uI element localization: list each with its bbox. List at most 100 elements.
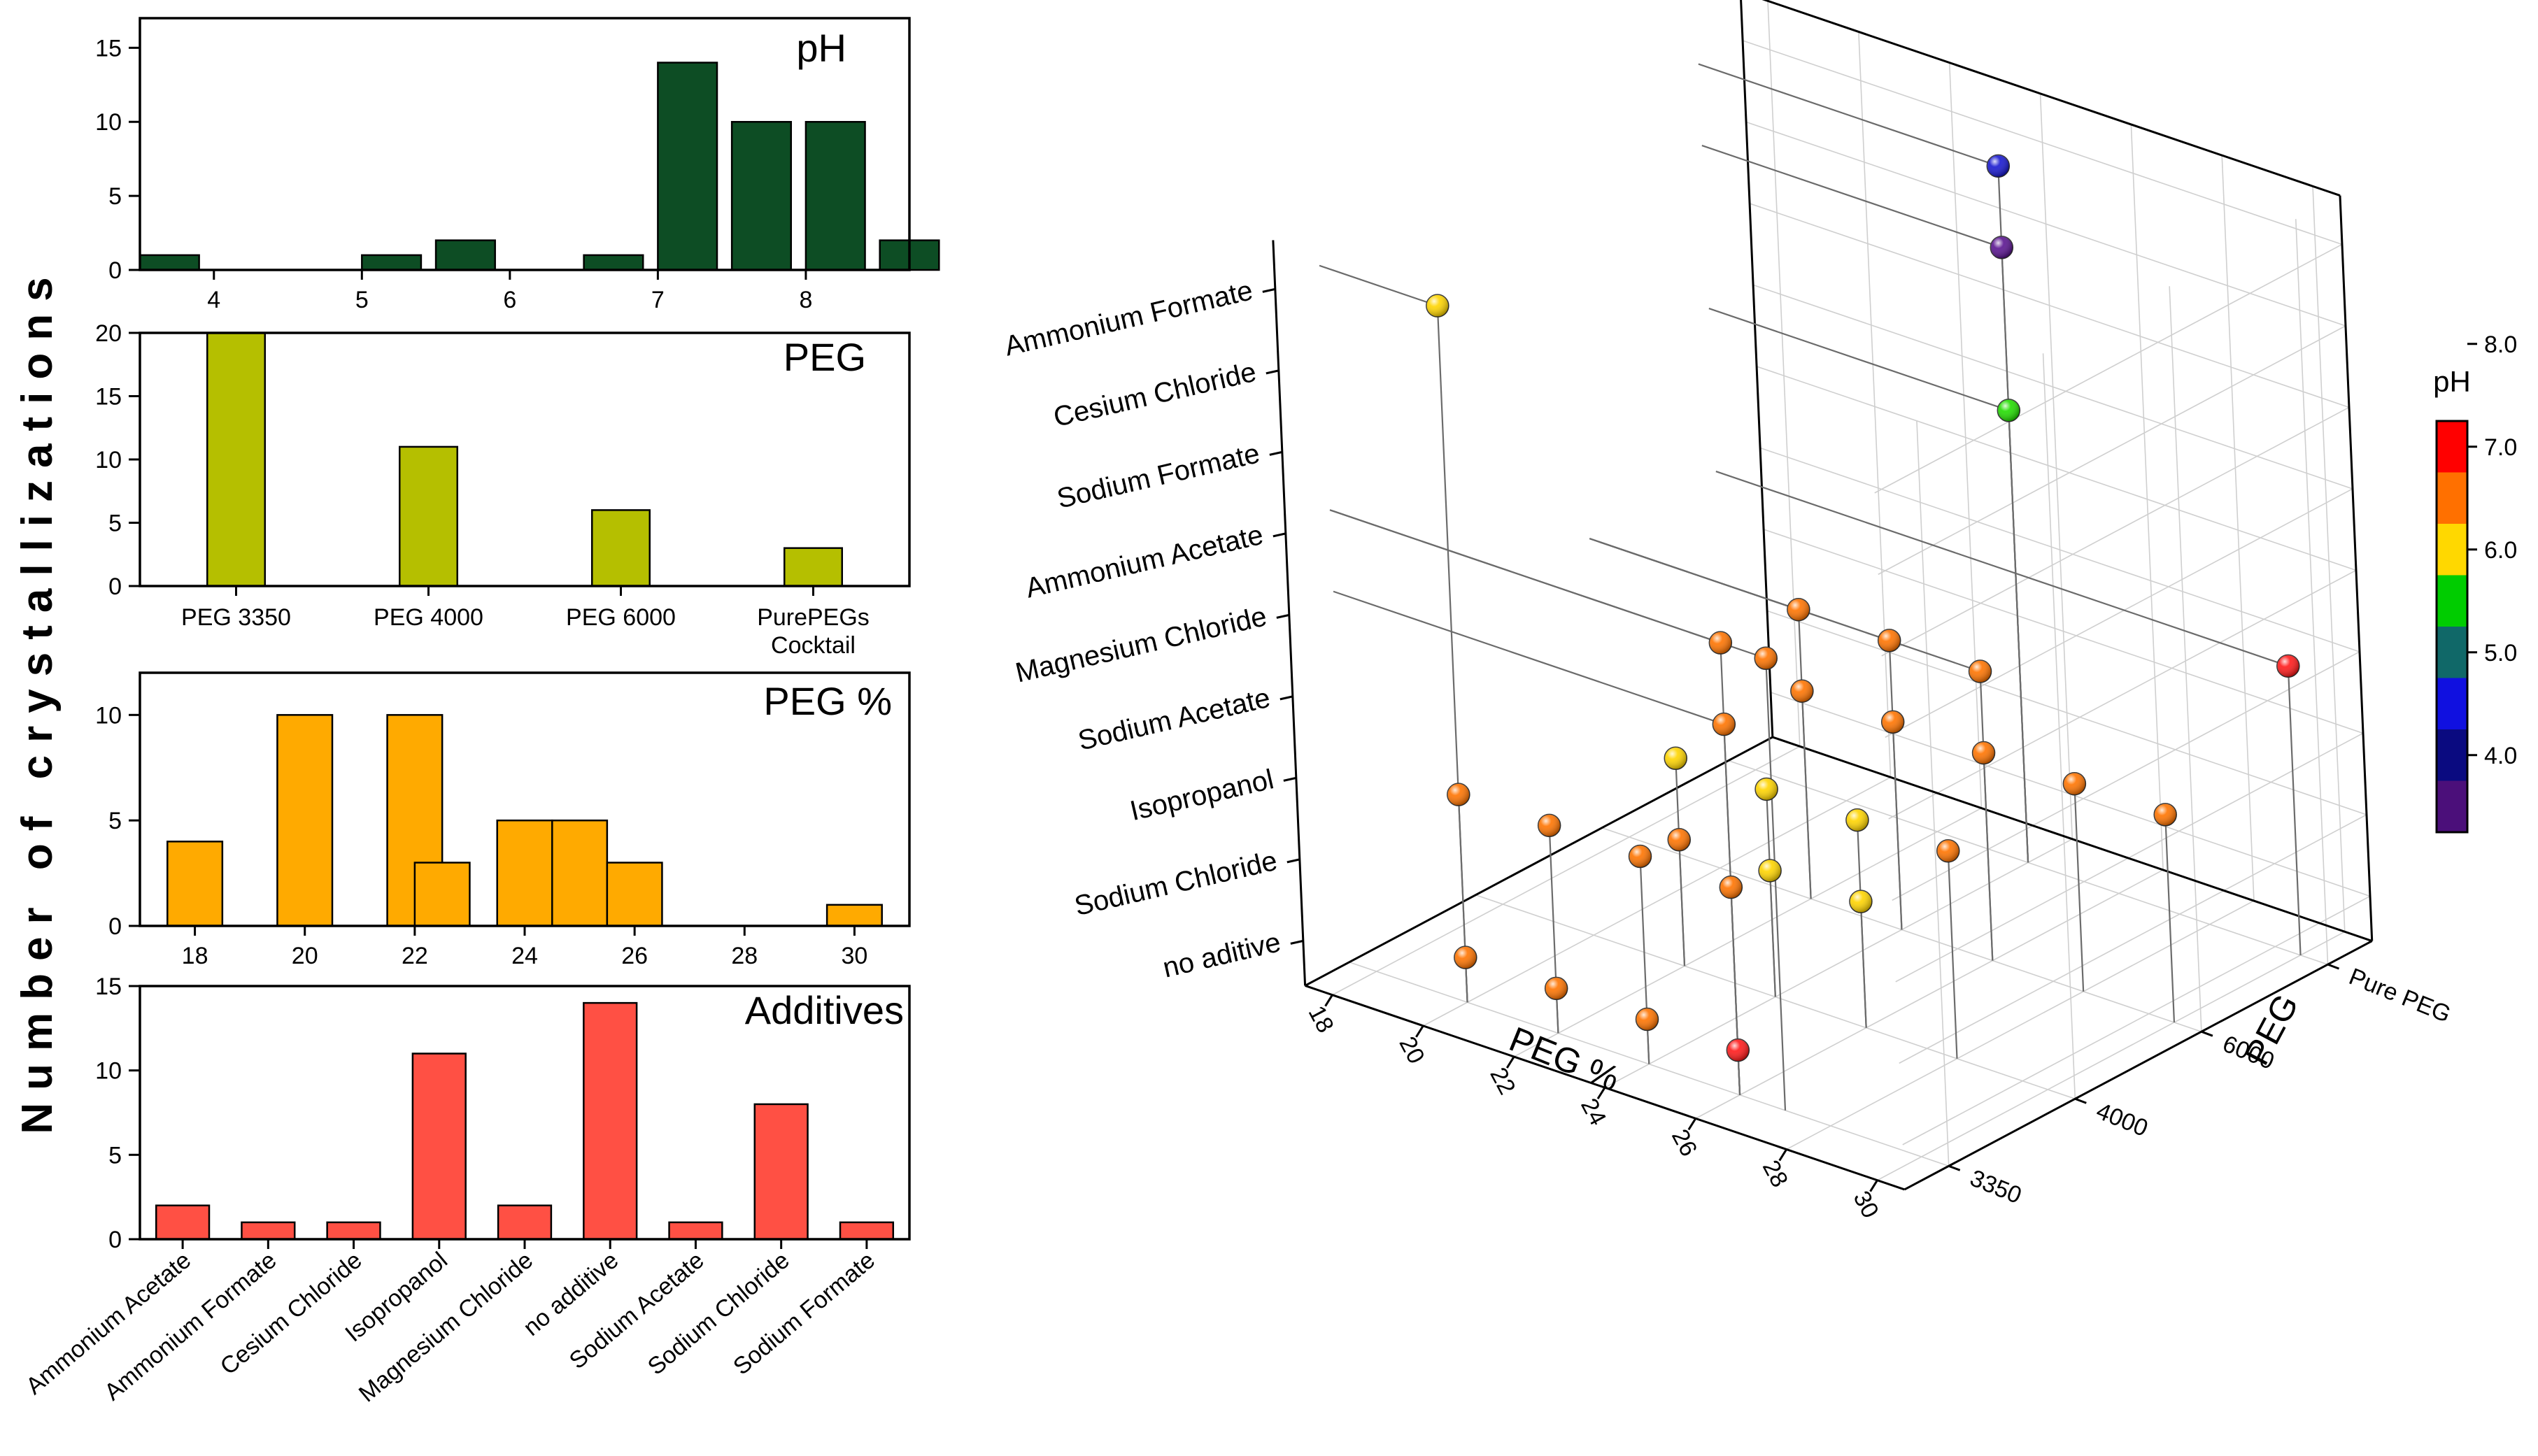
floor-grid-line: [1786, 900, 2255, 1150]
side-wall-grid-line: [1916, 420, 1950, 1166]
peg-percent-axis-label: 28: [1757, 1156, 1793, 1192]
scatter-point-highlight: [1545, 977, 1568, 1000]
side-wall-grid-line: [1888, 569, 2357, 820]
scatter-point-projection-line: [1708, 308, 2009, 411]
peg-percent-axis-tick: [1687, 1118, 1697, 1131]
ph-colorbar-frame: [2435, 420, 2469, 834]
peg-percent-bars: [166, 714, 883, 927]
peg-percent-bar: [496, 819, 553, 927]
additives-y-ticks: 0 5 10 15: [95, 973, 140, 1253]
peg-percent-axis-label: 26: [1666, 1125, 1702, 1161]
peg-y-tick-label: 20: [95, 320, 122, 347]
scatter-point-drop-line: [1888, 640, 1903, 930]
scatter-point-highlight: [1727, 1039, 1750, 1062]
additives-bar: [411, 1052, 467, 1241]
scatter-point-highlight: [1713, 713, 1736, 736]
scatter-point-projection-line: [1698, 63, 1999, 167]
side-wall-grid-line: [2042, 353, 2076, 1099]
scatter-point-projection-line: [1715, 471, 2289, 667]
additive-axis-label: Ammonium Formate: [1002, 275, 1256, 362]
peg-axis-label: 3350: [1966, 1165, 2025, 1210]
ph-colorbar-cell: [2437, 472, 2467, 524]
peg-axis-label: Pure PEG: [2346, 963, 2455, 1028]
peg-percent-x-tick-label: 22: [402, 943, 428, 969]
ph-bar: [361, 254, 423, 271]
peg-y-tick-label: 10: [95, 447, 122, 473]
scatter-point-highlight: [1997, 399, 2020, 422]
additive-category-label: Sodium Chloride: [643, 1247, 795, 1380]
scatter-point-drop-line: [1856, 820, 1867, 1028]
scatter-point-drop-line: [1947, 850, 1958, 1059]
peg-y-ticks: 0 5 10 15 20: [95, 320, 140, 600]
peg-y-tick-label: 15: [95, 384, 122, 411]
side-wall-grid-line: [1892, 651, 2360, 901]
ph-y-tick-label: 15: [95, 35, 122, 62]
side-wall-grid-line: [2295, 219, 2329, 965]
peg-percent-y-tick-label: 0: [108, 913, 122, 940]
scatter-point-drop-line: [1675, 758, 1686, 966]
peg-bars: [206, 331, 843, 587]
additive-axis-tick: [1286, 858, 1300, 864]
back-wall-grid-line: [1858, 31, 1892, 778]
peg-percent-y-ticks: 0 5 10: [95, 702, 140, 940]
scatter-point-highlight: [1881, 711, 1904, 734]
back-wall-grid-line: [1742, 40, 2343, 245]
additives-bar: [839, 1221, 895, 1241]
scatter-point-drop-line: [1997, 166, 2029, 863]
peg-category-label: PEG 4000: [374, 604, 483, 631]
scatter-point-highlight: [1636, 1008, 1659, 1031]
scatter-point-drop-line: [2164, 814, 2176, 1023]
ph-bar: [583, 254, 644, 271]
ph-colorbar-cell: [2437, 729, 2467, 781]
side-wall-grid-line: [1874, 243, 2343, 494]
floor-grid-line: [1332, 745, 1801, 996]
peg-percent-axis-tick: [1778, 1148, 1787, 1162]
additives-bar: [241, 1221, 296, 1241]
ph-colorbar-title: pH: [2433, 365, 2471, 398]
additive-axis-label: Sodium Acetate: [1075, 683, 1273, 757]
peg-bar: [399, 445, 458, 587]
peg-percent-panel-title: PEG %: [763, 679, 892, 723]
scatter-point-drop-line: [1548, 825, 1559, 1034]
ph-colorbar-ticks: 4.0 5.0 6.0 7.0 8.0: [2467, 331, 2517, 769]
peg-percent-bar: [413, 862, 471, 927]
peg-category-label: Cocktail: [771, 632, 856, 659]
scatter-point-projection-line: [1333, 590, 1724, 725]
peg-y-tick-label: 0: [108, 573, 122, 600]
floor-grid-line: [1513, 807, 1982, 1057]
ph-x-tick-label: 4: [207, 287, 220, 313]
additive-axis-tick: [1266, 369, 1279, 375]
scatter-point-projection-line: [1589, 538, 1980, 673]
peg-percent-bar: [166, 841, 224, 927]
scatter-point-drop-line: [2287, 666, 2302, 955]
scatter-point-highlight: [1987, 155, 2010, 178]
peg-percent-axis-tick: [1324, 994, 1333, 1007]
scatter-point-projection-line: [1701, 145, 2002, 248]
scatter-point-projection-line: [1329, 509, 1766, 659]
additives-bars: [155, 1001, 895, 1241]
peg-percent-axis-tick: [1596, 1087, 1606, 1099]
scatter-point-highlight: [1790, 680, 1813, 703]
scatter-point-highlight: [1454, 946, 1477, 969]
back-wall-grid-line: [1767, 1, 1801, 747]
ph-colorbar-cell: [2437, 524, 2467, 576]
side-wall-grid-line: [1878, 325, 2346, 576]
ph-bars: [139, 62, 940, 271]
peg-percent-axis-label: 22: [1484, 1063, 1520, 1099]
ph-colorbar-tick-label: 6.0: [2484, 537, 2517, 564]
peg-percent-axis-label: 30: [1848, 1187, 1884, 1222]
floor-grid-line: [1695, 869, 2164, 1120]
scatter-point-highlight: [2063, 772, 2086, 795]
side-wall-grid-line: [1885, 488, 2353, 738]
peg-percent-axis-tick: [1869, 1179, 1878, 1192]
floor-grid-line: [1877, 931, 2346, 1181]
back-wall-grid-line: [1745, 121, 2346, 327]
ph-colorbar-cell: [2437, 421, 2467, 473]
peg-percent-x-ticks: 18 20 22 24 26 28 30: [182, 926, 867, 969]
scatter-point-highlight: [1845, 808, 1869, 832]
floor-grid-line: [1604, 838, 2073, 1088]
side-wall-grid-line: [2169, 286, 2202, 1032]
ph-histogram: 0 5 10 15 4 5 6 7 8 pH: [95, 17, 940, 313]
scatter-point-drop-line: [1436, 306, 1468, 1003]
